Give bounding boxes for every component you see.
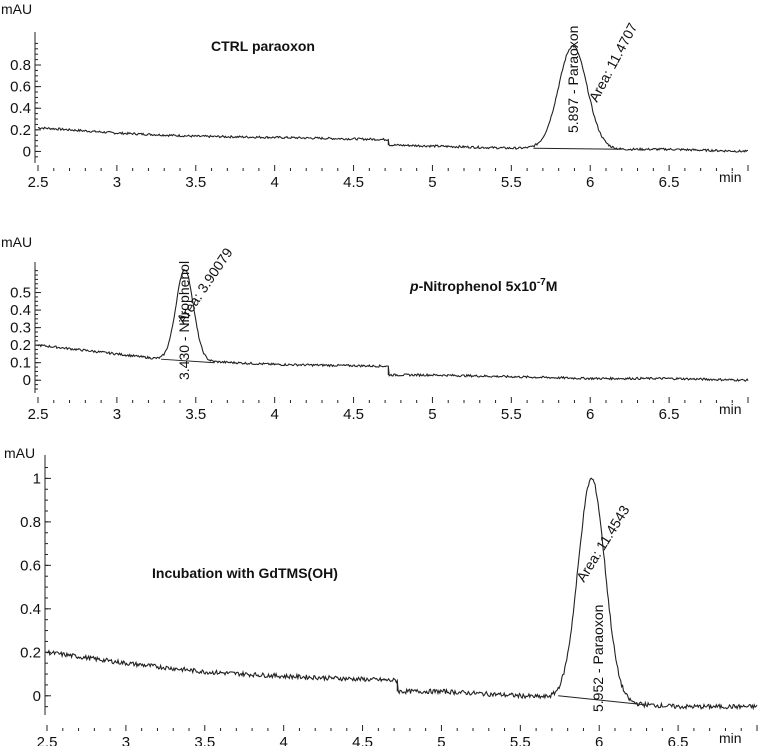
trace [37, 45, 749, 153]
x-tick-label: 5.5 [501, 406, 522, 423]
x-ticks: 2.5 3 3.5 4 4.5 5 5.5 6 6.5 [28, 165, 749, 191]
peak-area-label: Area: 11.4707 [586, 20, 641, 104]
y-ticks: 00.10.20.30.40.5 [10, 262, 41, 393]
x-tick-label: 3.5 [185, 174, 206, 191]
peak-retention-label: 5.897 - Paraoxon [565, 26, 581, 133]
x-tick-label: 2.5 [37, 734, 58, 746]
signal-line [37, 268, 749, 382]
x-tick-label: 4.5 [343, 406, 364, 423]
y-tick-label: 0 [23, 372, 31, 389]
x-tick-label: 6.5 [668, 734, 689, 746]
y-tick-label: 0.2 [10, 122, 31, 139]
signal-line [37, 45, 749, 153]
y-tick-label: 1 [33, 470, 41, 487]
y-tick-label: 0.6 [10, 79, 31, 96]
x-tick-label: 2.5 [28, 406, 49, 423]
y-unit-label: mAU [4, 445, 35, 461]
x-ticks: 2.5 3 3.5 4 4.5 5 5.5 6 6.5 [28, 397, 749, 423]
y-tick-label: 0.1 [10, 355, 31, 372]
y-tick-label: 0 [33, 688, 41, 705]
title-italic-part: p [409, 278, 419, 294]
x-tick-label: 6.5 [659, 174, 680, 191]
panel-title: CTRL paraoxon [211, 38, 315, 54]
y-ticks: 0 0.2 0.4 0.6 0.8 1 [20, 455, 51, 715]
panel-nitrophenol: mAU p-Nitrophenol 5x10-7M 00.10.20.30.40… [1, 234, 749, 423]
trace [37, 268, 749, 382]
x-tick-label: 5.5 [510, 734, 531, 746]
y-tick-label: 0.4 [20, 601, 41, 618]
y-tick-label: 0.4 [10, 100, 31, 117]
y-tick-label: 0.3 [10, 320, 31, 337]
peak-retention-label: 5.952 - Paraoxon [590, 605, 606, 712]
x-tick-label: 5 [428, 406, 436, 423]
peak-area-label: Area: 11.4543 [573, 502, 633, 584]
x-tick-label: 4.5 [343, 174, 364, 191]
title-superscript: -7 [537, 277, 546, 288]
x-tick-label: 6 [595, 734, 603, 746]
panel-title: p-Nitrophenol 5x10-7M [409, 277, 557, 294]
x-unit-label: min [719, 169, 742, 185]
x-tick-label: 3 [113, 406, 121, 423]
x-tick-label: 2.5 [28, 174, 49, 191]
x-tick-label: 3.5 [194, 734, 215, 746]
y-tick-label: 0.2 [20, 644, 41, 661]
y-tick-label: 0.4 [10, 302, 31, 319]
y-unit-label: mAU [1, 1, 32, 17]
x-tick-label: 3.5 [185, 406, 206, 423]
y-tick-label: 0.5 [10, 285, 31, 302]
title-suffix: M [546, 278, 558, 294]
x-tick-label: 6 [586, 406, 594, 423]
peak-retention-label: 3.430 - Nitrophenol [176, 261, 192, 380]
panel-ctrl-paraoxon: mAU CTRL paraoxon 0 0.2 0.4 0.6 0.8 2.5 3 3.5 4… [1, 1, 749, 191]
y-unit-label: mAU [1, 234, 32, 250]
y-tick-label: 0.6 [20, 557, 41, 574]
y-tick-label: 0.8 [10, 57, 31, 74]
trace [46, 477, 758, 711]
x-tick-label: 5 [428, 174, 436, 191]
y-tick-label: 0 [23, 143, 31, 160]
x-tick-label: 4 [270, 406, 278, 423]
y-ticks: 0 0.2 0.4 0.6 0.8 [10, 32, 41, 163]
x-ticks: 2.5 3 3.5 4 4.5 5 5.5 6 6.5 [37, 725, 758, 751]
integration-baseline [558, 695, 642, 705]
panel-incubation: mAU Incubation with GdTMS(OH) 0 0.2 0.4 0.6… [4, 445, 758, 751]
y-tick-label: 0.8 [20, 514, 41, 531]
x-unit-label: min [719, 401, 742, 417]
integration-baseline [161, 358, 215, 364]
x-tick-label: 4.5 [352, 734, 373, 746]
title-main-part: -Nitrophenol 5x10 [419, 278, 537, 294]
y-tick-label: 0.2 [10, 337, 31, 354]
x-tick-label: 4 [279, 734, 287, 746]
panel-title: Incubation with GdTMS(OH) [152, 565, 338, 581]
x-tick-label: 3 [122, 734, 130, 746]
x-tick-label: 5.5 [501, 174, 522, 191]
x-tick-label: 6 [586, 174, 594, 191]
x-tick-label: 6.5 [659, 406, 680, 423]
integration-baseline [533, 147, 622, 150]
x-unit-label: min [719, 730, 742, 746]
x-tick-label: 4 [270, 174, 278, 191]
x-tick-label: 5 [437, 734, 445, 746]
x-tick-label: 3 [113, 174, 121, 191]
signal-line [46, 477, 758, 711]
